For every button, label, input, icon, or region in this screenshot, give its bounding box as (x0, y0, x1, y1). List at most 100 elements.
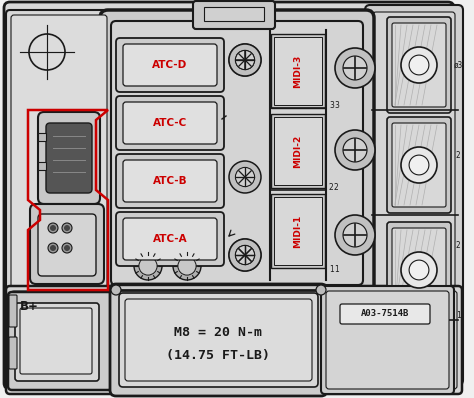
FancyBboxPatch shape (373, 12, 455, 378)
Circle shape (409, 55, 429, 75)
Circle shape (401, 47, 437, 83)
FancyBboxPatch shape (119, 293, 318, 387)
FancyBboxPatch shape (387, 17, 451, 113)
FancyBboxPatch shape (125, 299, 312, 381)
FancyBboxPatch shape (321, 286, 454, 394)
Circle shape (343, 138, 367, 162)
FancyBboxPatch shape (387, 222, 451, 318)
Circle shape (335, 130, 375, 170)
FancyBboxPatch shape (193, 1, 275, 29)
Circle shape (343, 223, 367, 247)
Circle shape (236, 168, 255, 187)
Circle shape (229, 161, 261, 193)
Circle shape (401, 147, 437, 183)
Text: ø3: ø3 (453, 60, 463, 70)
FancyBboxPatch shape (11, 15, 107, 381)
Text: (14.75 FT-LB): (14.75 FT-LB) (166, 349, 270, 361)
Text: B+: B+ (20, 300, 39, 313)
FancyBboxPatch shape (38, 214, 96, 276)
FancyBboxPatch shape (15, 303, 99, 381)
Text: ATC-A: ATC-A (153, 234, 187, 244)
Circle shape (316, 285, 326, 295)
Text: 2: 2 (334, 183, 339, 193)
Circle shape (409, 155, 429, 175)
FancyBboxPatch shape (4, 2, 454, 389)
Circle shape (113, 286, 127, 300)
Text: MIDI-1: MIDI-1 (293, 215, 302, 248)
Bar (271, 194, 325, 268)
Circle shape (64, 225, 70, 231)
Text: 3: 3 (329, 101, 334, 109)
Text: ATC-C: ATC-C (153, 118, 187, 128)
Circle shape (229, 239, 261, 271)
FancyBboxPatch shape (11, 291, 457, 389)
Text: 1: 1 (329, 265, 334, 275)
FancyBboxPatch shape (9, 295, 17, 327)
FancyBboxPatch shape (116, 96, 224, 150)
FancyBboxPatch shape (20, 308, 92, 374)
Circle shape (64, 245, 70, 251)
Circle shape (178, 257, 196, 275)
Text: 1: 1 (456, 310, 460, 320)
Circle shape (230, 286, 244, 300)
FancyBboxPatch shape (365, 5, 463, 385)
FancyBboxPatch shape (110, 284, 327, 396)
Circle shape (335, 48, 375, 88)
Text: ATC-B: ATC-B (153, 176, 187, 186)
FancyBboxPatch shape (340, 304, 430, 324)
Bar (274, 117, 322, 185)
FancyBboxPatch shape (38, 112, 100, 204)
Circle shape (62, 223, 72, 233)
Bar (38, 133, 46, 141)
Circle shape (191, 286, 205, 300)
FancyBboxPatch shape (123, 102, 217, 144)
Text: 2: 2 (329, 183, 334, 191)
FancyBboxPatch shape (100, 10, 374, 296)
Bar (38, 162, 46, 170)
Circle shape (50, 225, 56, 231)
Circle shape (236, 51, 255, 70)
Circle shape (229, 44, 261, 76)
Circle shape (343, 56, 367, 80)
Circle shape (268, 286, 282, 300)
Text: ATC-D: ATC-D (152, 60, 188, 70)
Circle shape (236, 51, 255, 70)
Circle shape (48, 223, 58, 233)
Bar (271, 34, 325, 108)
Text: A03-7514B: A03-7514B (361, 310, 409, 318)
Text: 2: 2 (456, 240, 460, 250)
FancyBboxPatch shape (111, 21, 363, 285)
Text: MIDI-3: MIDI-3 (293, 55, 302, 88)
Text: MIDI-2: MIDI-2 (293, 135, 302, 168)
FancyBboxPatch shape (12, 10, 446, 381)
FancyBboxPatch shape (123, 44, 217, 86)
Circle shape (173, 252, 201, 280)
Text: 1: 1 (334, 265, 339, 275)
Circle shape (156, 286, 170, 300)
Circle shape (236, 246, 255, 265)
FancyBboxPatch shape (326, 291, 449, 389)
Circle shape (229, 44, 261, 76)
Circle shape (139, 257, 157, 275)
FancyBboxPatch shape (6, 10, 112, 386)
FancyBboxPatch shape (116, 38, 224, 92)
FancyBboxPatch shape (6, 286, 462, 394)
FancyBboxPatch shape (123, 218, 217, 260)
Text: 2: 2 (456, 150, 460, 160)
Circle shape (111, 285, 121, 295)
FancyBboxPatch shape (123, 160, 217, 202)
Circle shape (48, 243, 58, 253)
Circle shape (62, 243, 72, 253)
Bar (274, 37, 322, 105)
FancyBboxPatch shape (9, 337, 17, 369)
Circle shape (229, 239, 261, 271)
Text: 3: 3 (334, 101, 339, 109)
FancyBboxPatch shape (392, 228, 446, 312)
Circle shape (236, 246, 255, 265)
FancyBboxPatch shape (387, 117, 451, 213)
Circle shape (409, 260, 429, 280)
FancyBboxPatch shape (46, 123, 92, 193)
Circle shape (134, 252, 162, 280)
FancyBboxPatch shape (116, 154, 224, 208)
Bar (271, 114, 325, 188)
